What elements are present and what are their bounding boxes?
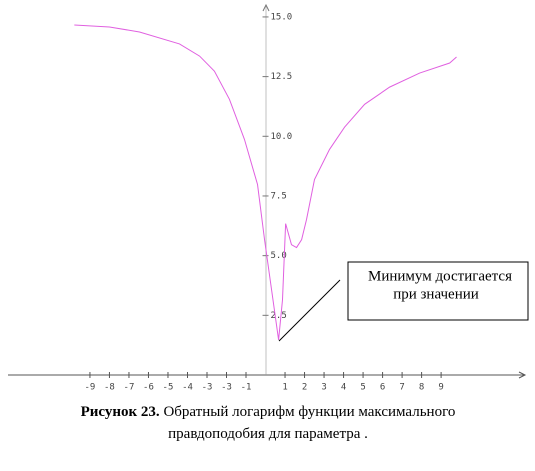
- x-tick-label: -8: [104, 383, 115, 393]
- caption-text: Обратный логарифм функции максимального: [163, 404, 455, 420]
- x-tick-label: -1: [241, 383, 252, 393]
- annotation: Минимум достигается: [368, 268, 512, 284]
- x-tick-label: 1: [282, 383, 287, 393]
- y-tick-label: 5.0: [271, 251, 287, 261]
- annotation: при значении: [393, 286, 479, 302]
- x-tick-label: -3: [221, 383, 232, 393]
- x-tick-label: -6: [143, 383, 154, 393]
- x-tick-label: -3: [202, 383, 213, 393]
- x-arrow: [518, 371, 527, 379]
- y-tick-label: 15.0: [271, 12, 293, 22]
- x-tick-label: -7: [124, 383, 135, 393]
- x-tick-label: 3: [321, 383, 326, 393]
- x-tick-label: -5: [163, 383, 174, 393]
- x-tick-label: -4: [182, 383, 193, 393]
- annotation-pointer: [278, 279, 341, 342]
- y-tick-label: 7.5: [271, 191, 287, 201]
- annotation-box: [347, 261, 529, 321]
- x-tick-label: 5: [360, 383, 365, 393]
- x-tick-label: -9: [85, 383, 96, 393]
- y-arrow: [262, 3, 270, 12]
- x-tick-label: 9: [438, 383, 443, 393]
- x-tick-label: 4: [341, 383, 346, 393]
- y-tick-label: 10.0: [271, 132, 293, 142]
- caption: Рисунок 23. Обратный логарифм функции ма…: [81, 404, 456, 420]
- caption-label: Рисунок 23.: [81, 404, 160, 420]
- x-tick-label: 7: [399, 383, 404, 393]
- x-tick-label: 6: [380, 383, 385, 393]
- x-tick-label: 2: [302, 383, 307, 393]
- y-tick-label: 2.5: [271, 311, 287, 321]
- data-line: [74, 24, 457, 340]
- caption-text: правдоподобия для параметра .: [168, 426, 368, 442]
- y-tick-label: 12.5: [271, 72, 293, 82]
- x-tick-label: 8: [419, 383, 424, 393]
